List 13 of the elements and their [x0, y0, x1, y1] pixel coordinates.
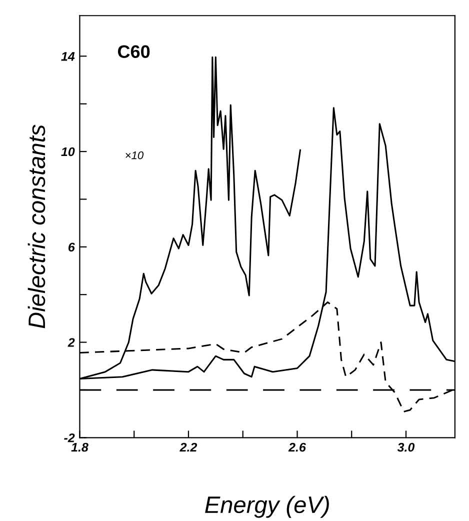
x-tick-label: 1.8 [71, 442, 88, 452]
y-tick-label: 2 [68, 338, 75, 347]
y-tick-label: -2 [64, 433, 75, 442]
y-tick-label: 10 [61, 147, 75, 156]
annotation: C60 [118, 45, 150, 58]
y-tick-label: 6 [68, 242, 75, 252]
y-tick-label: 14 [61, 52, 75, 61]
x-tick-label: 2.6 [288, 442, 306, 452]
annotation: ×10 [126, 151, 144, 160]
x-tick-label: 3.0 [397, 442, 415, 452]
y-axis-title: Dielectric constants [28, 124, 46, 328]
x-axis-title: Energy (eV) [205, 496, 329, 518]
x-tick-label: 2.2 [180, 442, 198, 452]
